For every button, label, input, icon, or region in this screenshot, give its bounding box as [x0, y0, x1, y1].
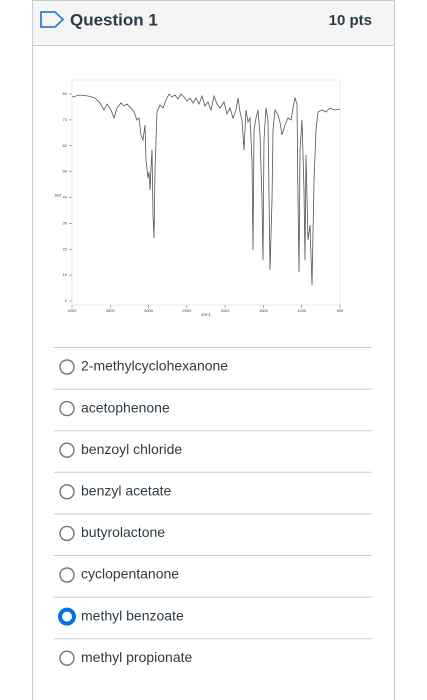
y-tick-label: 70 — [63, 117, 68, 122]
answer-option[interactable]: butyrolactone — [59, 524, 165, 542]
answer-option[interactable]: cyclopentanone — [59, 566, 179, 583]
question-title: Question 1 — [70, 10, 158, 29]
x-tick-label: 3500 — [106, 308, 116, 313]
flag-icon[interactable] — [40, 11, 65, 28]
option-label[interactable]: cyclopentanone — [81, 566, 179, 582]
y-tick-label: 30 — [63, 220, 68, 225]
y-tick-label: 60 — [63, 143, 68, 148]
plot-frame — [71, 79, 341, 306]
y-tick-label: 0 — [65, 298, 68, 303]
radio-button[interactable] — [59, 650, 75, 666]
y-tick-label: 10 — [63, 272, 68, 277]
option-label[interactable]: benzoyl chloride — [81, 441, 182, 457]
answer-option[interactable]: 2-methylcyclohexanone — [59, 358, 228, 375]
x-tick-label: 3000 — [144, 308, 154, 313]
x-tick-label: 1500 — [259, 308, 269, 313]
y-tick-label: 20 — [63, 246, 68, 251]
option-label[interactable]: methyl benzoate — [81, 607, 184, 623]
question-card — [32, 0, 395, 700]
x-axis-label: cm-1 — [201, 312, 211, 317]
question-header — [33, 1, 394, 45]
x-tick-label: 500 — [337, 308, 344, 313]
x-tick-label: 1000 — [297, 308, 307, 313]
y-axis-label: %T — [55, 193, 62, 198]
radio-button[interactable] — [59, 567, 75, 583]
radio-button[interactable] — [58, 607, 76, 626]
radio-button[interactable] — [59, 359, 75, 375]
answer-options: 2-methylcyclohexanone acetophenone benzoyl… — [54, 347, 372, 666]
answer-option[interactable]: methyl benzoate — [58, 607, 184, 626]
radio-button[interactable] — [59, 525, 75, 542]
spectrum-trace — [71, 93, 341, 286]
x-tick-label: 4000 — [68, 308, 78, 313]
y-tick-label: 40 — [63, 195, 68, 200]
answer-option[interactable]: benzyl acetate — [59, 483, 171, 500]
option-label[interactable]: methyl propionate — [81, 649, 193, 665]
y-tick-label: 80 — [63, 91, 68, 96]
option-label[interactable]: benzyl acetate — [81, 483, 171, 499]
x-tick-label: 2000 — [221, 308, 231, 313]
y-tick-label: 50 — [63, 169, 68, 174]
ir-spectrum: 4000 3500 3000 2500 2000 1500 1000 500 0 10 20 30 40… — [55, 79, 344, 317]
answer-option[interactable]: acetophenone — [59, 399, 170, 417]
x-tick-label: 2500 — [182, 308, 192, 313]
option-label[interactable]: butyrolactone — [81, 524, 165, 540]
radio-button[interactable] — [59, 442, 75, 458]
option-label[interactable]: acetophenone — [81, 399, 170, 415]
question-points: 10 pts — [329, 12, 372, 29]
radio-button[interactable] — [59, 484, 75, 500]
answer-option[interactable]: methyl propionate — [59, 649, 193, 666]
option-label[interactable]: 2-methylcyclohexanone — [81, 358, 228, 374]
radio-button[interactable] — [59, 400, 75, 417]
answer-option[interactable]: benzoyl chloride — [59, 441, 182, 458]
